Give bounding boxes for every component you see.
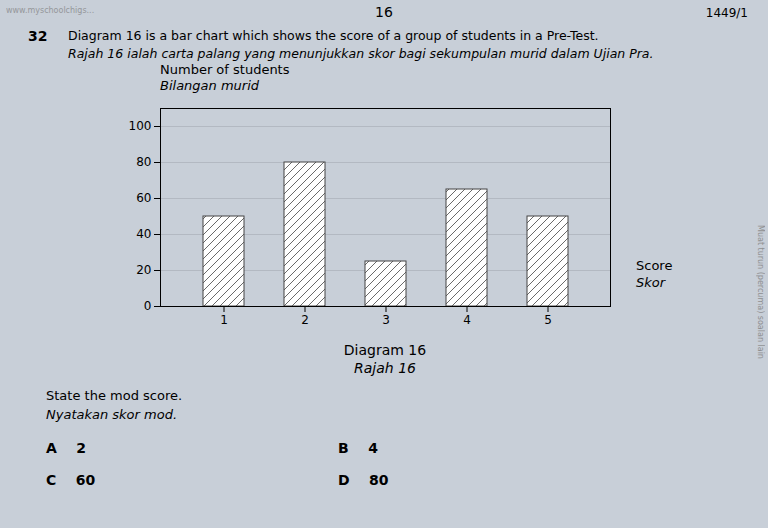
html-text:Muat turun (percuma) soalan la: Muat turun (percuma) soalan lain — [756, 225, 765, 359]
html-text:Diagram 16: Diagram 16 — [343, 342, 427, 358]
html-text:Number of students: Number of students — [160, 62, 290, 77]
svg-text:3: 3 — [382, 313, 390, 327]
svg-text:4: 4 — [463, 313, 471, 327]
html-text:32: 32 — [28, 28, 48, 44]
svg-text:100: 100 — [129, 119, 152, 133]
html-text:Rajah 16 ialah carta palang ya: Rajah 16 ialah carta palang yang menunju… — [68, 46, 654, 61]
svg-text:2: 2 — [301, 313, 309, 327]
svg-text:60: 60 — [136, 191, 151, 205]
svg-text:0: 0 — [144, 299, 152, 313]
html-text:www.myschoolchigs...: www.myschoolchigs... — [6, 6, 95, 15]
html-text:State the mod score.: State the mod score. — [46, 388, 183, 403]
html-text:Nyatakan skor mod.: Nyatakan skor mod. — [46, 407, 178, 422]
html-text:D 80: D 80 — [338, 472, 389, 488]
html-text:Score: Score — [636, 258, 673, 273]
html-text:Diagram 16 is a bar chart whic: Diagram 16 is a bar chart which shows th… — [68, 28, 599, 43]
html-text:16: 16 — [375, 4, 393, 20]
html-text:C 60: C 60 — [46, 472, 96, 488]
svg-text:80: 80 — [136, 155, 151, 169]
html-text:Skor: Skor — [636, 275, 666, 290]
html-text:1449/1: 1449/1 — [705, 6, 748, 20]
html-text:A 2: A 2 — [46, 440, 87, 456]
svg-text:5: 5 — [544, 313, 552, 327]
html-text:B 4: B 4 — [338, 440, 378, 456]
html-text:Bilangan murid: Bilangan murid — [160, 78, 260, 93]
svg-text:1: 1 — [220, 313, 228, 327]
svg-text:20: 20 — [136, 263, 151, 277]
html-text:Rajah 16: Rajah 16 — [354, 360, 416, 376]
svg-text:40: 40 — [136, 227, 151, 241]
